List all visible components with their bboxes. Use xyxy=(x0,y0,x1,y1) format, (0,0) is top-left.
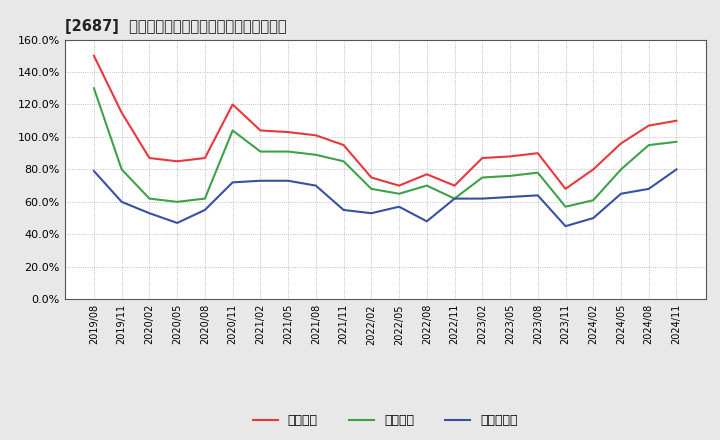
現預金比率 xyxy=(450,196,459,201)
当座比率 xyxy=(145,196,154,201)
現預金比率 xyxy=(173,220,181,226)
現預金比率 xyxy=(284,178,292,183)
流動比率 xyxy=(616,141,625,146)
Line: 現預金比率: 現預金比率 xyxy=(94,169,677,226)
当座比率 xyxy=(478,175,487,180)
流動比率 xyxy=(423,172,431,177)
流動比率 xyxy=(534,150,542,156)
流動比率 xyxy=(561,186,570,191)
当座比率 xyxy=(644,143,653,148)
現預金比率 xyxy=(339,207,348,213)
当座比率 xyxy=(173,199,181,205)
流動比率 xyxy=(173,159,181,164)
流動比率 xyxy=(256,128,265,133)
流動比率 xyxy=(367,175,376,180)
流動比率 xyxy=(145,155,154,161)
現預金比率 xyxy=(589,216,598,221)
流動比率 xyxy=(201,155,210,161)
流動比率 xyxy=(395,183,403,188)
Text: [2687]  流動比率、当座比率、現預金比率の推移: [2687] 流動比率、当座比率、現預金比率の推移 xyxy=(65,19,287,34)
流動比率 xyxy=(644,123,653,128)
流動比率 xyxy=(284,129,292,135)
現預金比率 xyxy=(312,183,320,188)
現預金比率 xyxy=(505,194,514,200)
現預金比率 xyxy=(117,199,126,205)
流動比率 xyxy=(478,155,487,161)
当座比率 xyxy=(284,149,292,154)
現預金比率 xyxy=(367,211,376,216)
当座比率 xyxy=(339,159,348,164)
現預金比率 xyxy=(145,211,154,216)
現預金比率 xyxy=(89,169,98,174)
現預金比率 xyxy=(534,193,542,198)
現預金比率 xyxy=(561,224,570,229)
現預金比率 xyxy=(395,204,403,209)
当座比率 xyxy=(89,86,98,91)
現預金比率 xyxy=(672,167,681,172)
当座比率 xyxy=(201,196,210,201)
流動比率 xyxy=(312,133,320,138)
当座比率 xyxy=(367,186,376,191)
流動比率 xyxy=(117,110,126,115)
流動比率 xyxy=(505,154,514,159)
当座比率 xyxy=(423,183,431,188)
現預金比率 xyxy=(616,191,625,196)
現預金比率 xyxy=(201,207,210,213)
流動比率 xyxy=(89,53,98,59)
流動比率 xyxy=(450,183,459,188)
Legend: 流動比率, 当座比率, 現預金比率: 流動比率, 当座比率, 現預金比率 xyxy=(253,414,518,428)
現預金比率 xyxy=(423,219,431,224)
Line: 流動比率: 流動比率 xyxy=(94,56,677,189)
現預金比率 xyxy=(228,180,237,185)
流動比率 xyxy=(672,118,681,123)
当座比率 xyxy=(505,173,514,179)
流動比率 xyxy=(228,102,237,107)
当座比率 xyxy=(616,167,625,172)
当座比率 xyxy=(256,149,265,154)
当座比率 xyxy=(534,170,542,175)
当座比率 xyxy=(589,198,598,203)
現預金比率 xyxy=(478,196,487,201)
当座比率 xyxy=(561,204,570,209)
当座比率 xyxy=(312,152,320,158)
現預金比率 xyxy=(256,178,265,183)
当座比率 xyxy=(672,139,681,144)
当座比率 xyxy=(395,191,403,196)
Line: 当座比率: 当座比率 xyxy=(94,88,677,207)
流動比率 xyxy=(589,167,598,172)
当座比率 xyxy=(450,196,459,201)
当座比率 xyxy=(117,167,126,172)
当座比率 xyxy=(228,128,237,133)
現預金比率 xyxy=(644,186,653,191)
流動比率 xyxy=(339,143,348,148)
